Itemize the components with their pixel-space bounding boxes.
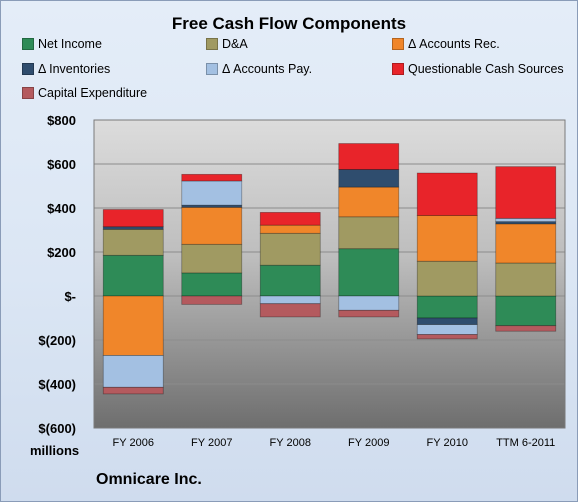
bar-segment [416, 317, 478, 325]
bar-segment [338, 295, 400, 311]
legend-label: Net Income [38, 37, 102, 51]
bar-segment [338, 248, 400, 297]
legend-label: Questionable Cash Sources [408, 62, 564, 76]
bar-segment [102, 354, 164, 388]
plot-background [94, 120, 565, 428]
bar-segment [181, 295, 243, 305]
bar-segment [102, 386, 164, 395]
bar-segment [338, 309, 400, 318]
bar-segment [259, 264, 321, 297]
bar-segment [416, 324, 478, 335]
legend-label: Capital Expenditure [38, 86, 148, 100]
legend-label: D&A [222, 37, 248, 51]
legend-item: Δ Accounts Pay. [206, 62, 312, 76]
bar-segment [416, 260, 478, 297]
company-name: Omnicare Inc. [96, 471, 202, 488]
bar-segment [495, 262, 557, 297]
y-tick-label: $- [64, 289, 76, 304]
bar-segment [495, 166, 557, 219]
x-tick-label: FY 2006 [113, 437, 154, 449]
x-tick-label: FY 2008 [270, 437, 311, 449]
x-tick-label: TTM 6-2011 [496, 437, 555, 449]
y-tick-label: $800 [47, 113, 76, 128]
bar-segment [259, 224, 321, 234]
legend-swatch [392, 63, 404, 75]
bar-segment [259, 211, 321, 226]
bar-segment [338, 143, 400, 170]
y-tick-label: $(400) [38, 377, 76, 392]
legend-item: Questionable Cash Sources [392, 62, 564, 76]
bar-segment [495, 223, 557, 264]
legend-swatch [22, 38, 34, 50]
legend-item: Δ Accounts Rec. [392, 37, 500, 51]
bar-segment [259, 295, 321, 305]
bar-segment [102, 209, 164, 228]
x-tick-label: FY 2010 [427, 437, 468, 449]
legend-item: Δ Inventories [22, 62, 110, 76]
bar-segment [416, 172, 478, 216]
bar-segment [259, 303, 321, 318]
bar-segment [259, 232, 321, 266]
legend-label: Δ Accounts Pay. [222, 62, 313, 76]
bar-segment [416, 215, 478, 262]
y-tick-label: $600 [47, 157, 76, 172]
bar-segment [338, 169, 400, 188]
bar-segment [338, 186, 400, 218]
legend-item: Net Income [22, 37, 102, 51]
bar-segment [338, 216, 400, 250]
y-tick-label: $400 [47, 201, 76, 216]
legend-swatch [392, 38, 404, 50]
bar-segment [102, 228, 164, 256]
legend-item: Capital Expenditure [22, 86, 147, 100]
chart-title: Free Cash Flow Components [171, 14, 407, 33]
bar-segment [102, 295, 164, 356]
bar-segment [495, 217, 557, 223]
bar-segment [495, 325, 557, 332]
legend-swatch [22, 87, 34, 99]
bar-segment [416, 295, 478, 319]
legend-swatch [22, 63, 34, 75]
bar-segment [181, 272, 243, 297]
legend-swatch [206, 38, 218, 50]
bar-segment [495, 295, 557, 327]
bar-segment [181, 173, 243, 182]
y-tick-label: $(600) [38, 421, 76, 436]
y-tick-label: $(200) [38, 333, 76, 348]
units-label: millions [30, 443, 80, 458]
legend-label: Δ Inventories [38, 62, 111, 76]
bar-segment [102, 254, 164, 297]
x-tick-label: FY 2009 [348, 437, 389, 449]
bar-segment [181, 243, 243, 274]
legend-item: D&A [206, 37, 248, 51]
plot-border [93, 119, 566, 429]
legend-swatch [206, 63, 218, 75]
y-tick-label: $200 [47, 245, 76, 260]
bar-segment [181, 180, 243, 206]
bar-segment [181, 206, 243, 245]
bar-segment [416, 334, 478, 340]
legend-label: Δ Accounts Rec. [408, 37, 500, 51]
x-tick-label: FY 2007 [191, 437, 232, 449]
